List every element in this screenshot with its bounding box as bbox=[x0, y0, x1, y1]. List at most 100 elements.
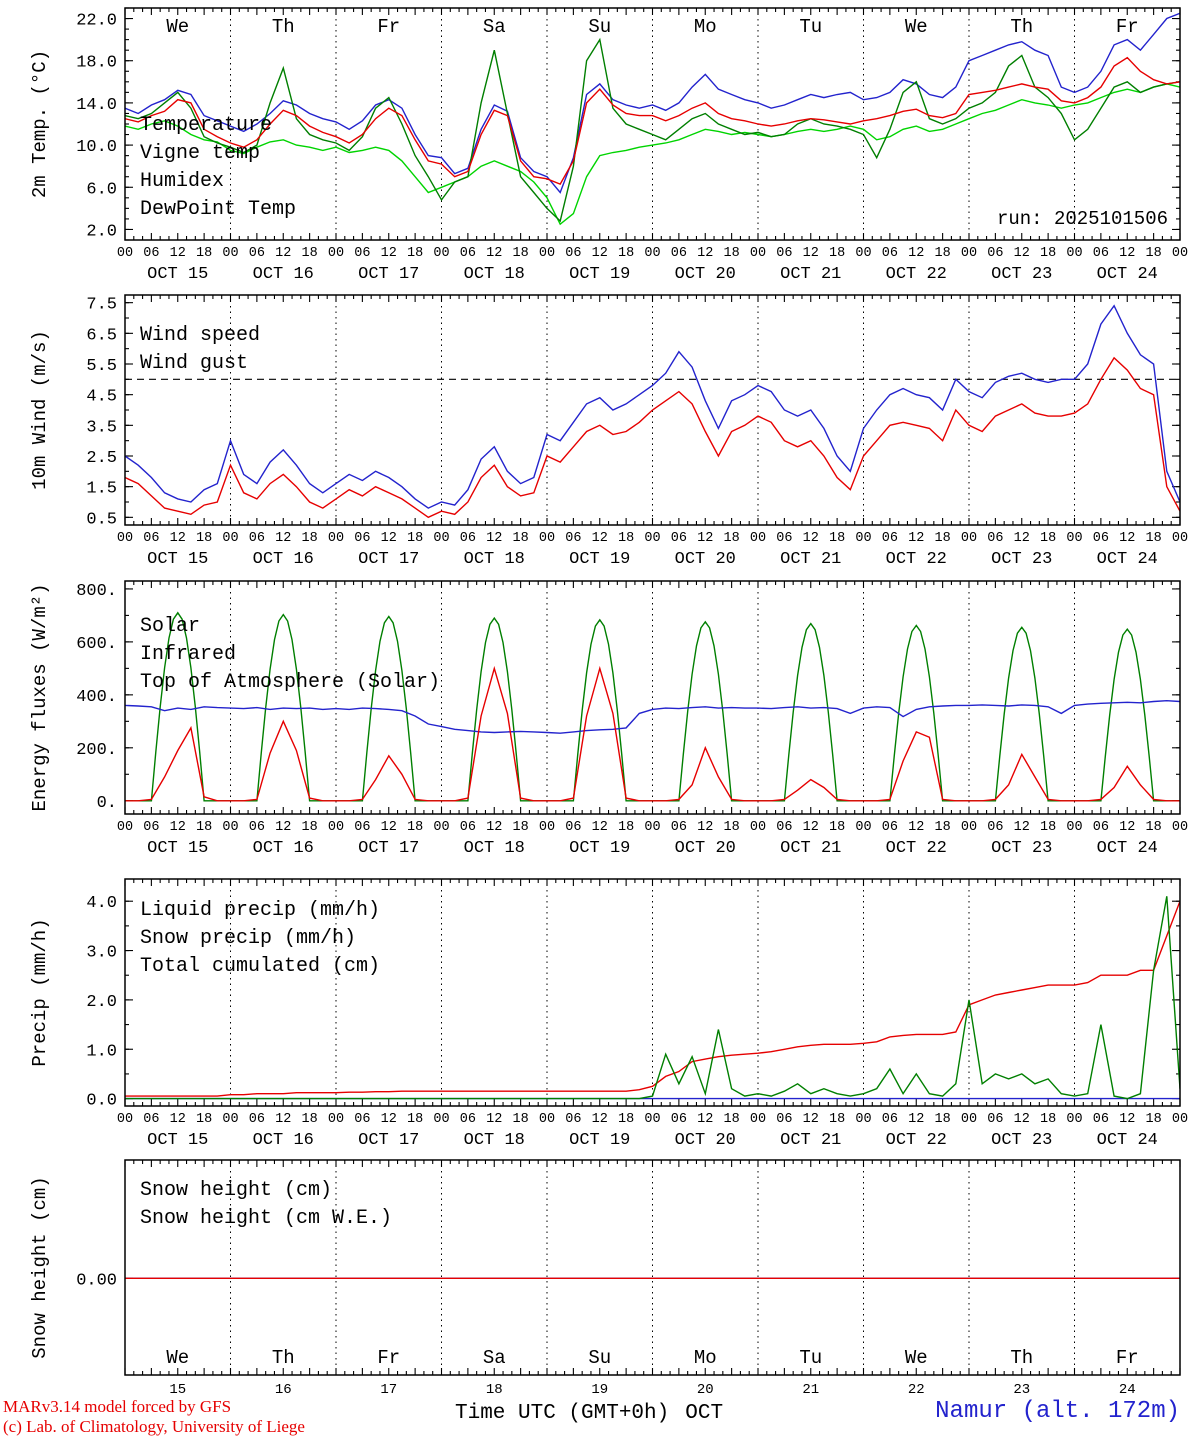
hour-tick-label: 18 bbox=[302, 820, 318, 835]
snow-height-panel: 0.00 Snow height (cm) Snow height (cm W.E.… bbox=[29, 1159, 1181, 1398]
hour-tick-label: 12 bbox=[1119, 1112, 1135, 1127]
run-label: run: 2025101506 bbox=[997, 208, 1168, 230]
series-top-of-atmosphere-solar bbox=[125, 611, 1180, 802]
hour-tick-label: 18 bbox=[407, 820, 423, 835]
day-number-label: 24 bbox=[1119, 1382, 1136, 1398]
hour-tick-label: 12 bbox=[381, 246, 397, 261]
hour-tick-label: 00 bbox=[644, 820, 660, 835]
date-label: OCT 19 bbox=[569, 550, 630, 569]
weekday-label: Th bbox=[272, 16, 295, 38]
series-vigne-temp bbox=[125, 37, 1180, 223]
hour-tick-label: 00 bbox=[433, 1112, 449, 1127]
hour-tick-label: 12 bbox=[381, 820, 397, 835]
date-label: OCT 21 bbox=[780, 550, 841, 569]
hour-tick-label: 00 bbox=[328, 531, 344, 546]
hour-tick-label: 06 bbox=[1093, 1112, 1109, 1127]
day-number-label: 21 bbox=[802, 1382, 819, 1398]
y-tick-label: 4.0 bbox=[86, 894, 117, 913]
y-tick-label: 0.0 bbox=[86, 1092, 117, 1111]
weekday-label: We bbox=[166, 16, 189, 38]
date-label: OCT 16 bbox=[253, 550, 314, 569]
hour-tick-label: 06 bbox=[882, 1112, 898, 1127]
date-label: OCT 19 bbox=[569, 1131, 630, 1150]
date-label: OCT 23 bbox=[991, 265, 1052, 284]
hour-tick-label: 18 bbox=[829, 246, 845, 261]
hour-tick-label: 18 bbox=[724, 1112, 740, 1127]
hour-tick-label: 00 bbox=[855, 820, 871, 835]
hour-tick-label: 00 bbox=[961, 246, 977, 261]
series-solar bbox=[125, 665, 1180, 802]
hour-tick-label: 00 bbox=[644, 1112, 660, 1127]
hour-tick-label: 18 bbox=[302, 531, 318, 546]
legend-wind-speed: Wind speed bbox=[140, 324, 260, 347]
day-number-label: 17 bbox=[380, 1382, 397, 1398]
series-liquid-precip-mm-h bbox=[125, 896, 1180, 1100]
series-wind-speed bbox=[125, 356, 1180, 519]
hour-tick-label: 06 bbox=[776, 1112, 792, 1127]
day-number-label: 20 bbox=[697, 1382, 714, 1398]
y-tick-label: 0.5 bbox=[86, 510, 117, 529]
hour-tick-label: 12 bbox=[803, 246, 819, 261]
weekday-label: Sa bbox=[483, 16, 506, 38]
date-label: OCT 23 bbox=[991, 1131, 1052, 1150]
weekday-label: Su bbox=[588, 1347, 611, 1369]
legend-wind-gust: Wind gust bbox=[140, 352, 248, 375]
hour-tick-label: 12 bbox=[1014, 246, 1030, 261]
date-label: OCT 22 bbox=[886, 1131, 947, 1150]
date-label: OCT 20 bbox=[675, 1131, 736, 1150]
weekday-label: Fr bbox=[1116, 1347, 1139, 1369]
y-axis-title: Energy fluxes (W/m²) bbox=[29, 583, 51, 811]
date-label: OCT 22 bbox=[886, 839, 947, 858]
hour-tick-label: 06 bbox=[460, 531, 476, 546]
hour-tick-label: 00 bbox=[328, 1112, 344, 1127]
hour-tick-label: 12 bbox=[592, 531, 608, 546]
hour-tick-label: 06 bbox=[882, 531, 898, 546]
y-tick-label: 6.5 bbox=[86, 326, 117, 345]
day-number-label: 15 bbox=[169, 1382, 186, 1398]
legend-infrared: Infrared bbox=[140, 643, 236, 666]
hour-tick-label: 00 bbox=[433, 820, 449, 835]
hour-tick-label: 06 bbox=[987, 820, 1003, 835]
hour-tick-label: 12 bbox=[170, 1112, 186, 1127]
station-label: Namur (alt. 172m) bbox=[935, 1398, 1180, 1425]
hour-tick-label: 18 bbox=[302, 1112, 318, 1127]
hour-tick-label: 06 bbox=[565, 531, 581, 546]
hour-tick-label: 06 bbox=[1093, 246, 1109, 261]
hour-tick-label: 00 bbox=[961, 531, 977, 546]
hour-tick-label: 00 bbox=[750, 820, 766, 835]
hour-tick-label: 12 bbox=[697, 820, 713, 835]
hour-tick-label: 06 bbox=[143, 531, 159, 546]
date-label: OCT 16 bbox=[253, 265, 314, 284]
hour-tick-label: 00 bbox=[1172, 1112, 1188, 1127]
date-label: OCT 24 bbox=[1097, 839, 1158, 858]
hour-tick-label: 12 bbox=[697, 246, 713, 261]
hour-tick-label: 06 bbox=[1093, 531, 1109, 546]
date-label: OCT 24 bbox=[1097, 1131, 1158, 1150]
hour-tick-label: 18 bbox=[935, 820, 951, 835]
hour-tick-label: 06 bbox=[671, 531, 687, 546]
plot-frame bbox=[124, 1159, 1181, 1376]
hour-tick-label: 12 bbox=[803, 1112, 819, 1127]
legend-solar: Solar bbox=[140, 615, 200, 638]
hour-tick-label: 12 bbox=[908, 246, 924, 261]
hour-tick-label: 06 bbox=[565, 820, 581, 835]
hour-tick-label: 06 bbox=[776, 820, 792, 835]
hour-tick-label: 12 bbox=[592, 820, 608, 835]
hour-tick-label: 06 bbox=[249, 820, 265, 835]
hour-tick-label: 00 bbox=[1172, 246, 1188, 261]
date-label: OCT 23 bbox=[991, 839, 1052, 858]
date-label: OCT 17 bbox=[358, 550, 419, 569]
weekday-label: Mo bbox=[694, 1347, 717, 1369]
weekday-label: We bbox=[905, 1347, 928, 1369]
date-label: OCT 20 bbox=[675, 550, 736, 569]
legend-snow-height-cm: Snow height (cm) bbox=[140, 1179, 332, 1202]
hour-tick-label: 00 bbox=[750, 1112, 766, 1127]
y-tick-label: 4.5 bbox=[86, 388, 117, 407]
hour-tick-label: 00 bbox=[222, 246, 238, 261]
hour-tick-label: 18 bbox=[1146, 246, 1162, 261]
hour-tick-label: 12 bbox=[803, 531, 819, 546]
hour-tick-label: 12 bbox=[275, 531, 291, 546]
date-label: OCT 18 bbox=[464, 1131, 525, 1150]
hour-tick-label: 12 bbox=[908, 820, 924, 835]
y-tick-label: 6.0 bbox=[86, 180, 117, 199]
